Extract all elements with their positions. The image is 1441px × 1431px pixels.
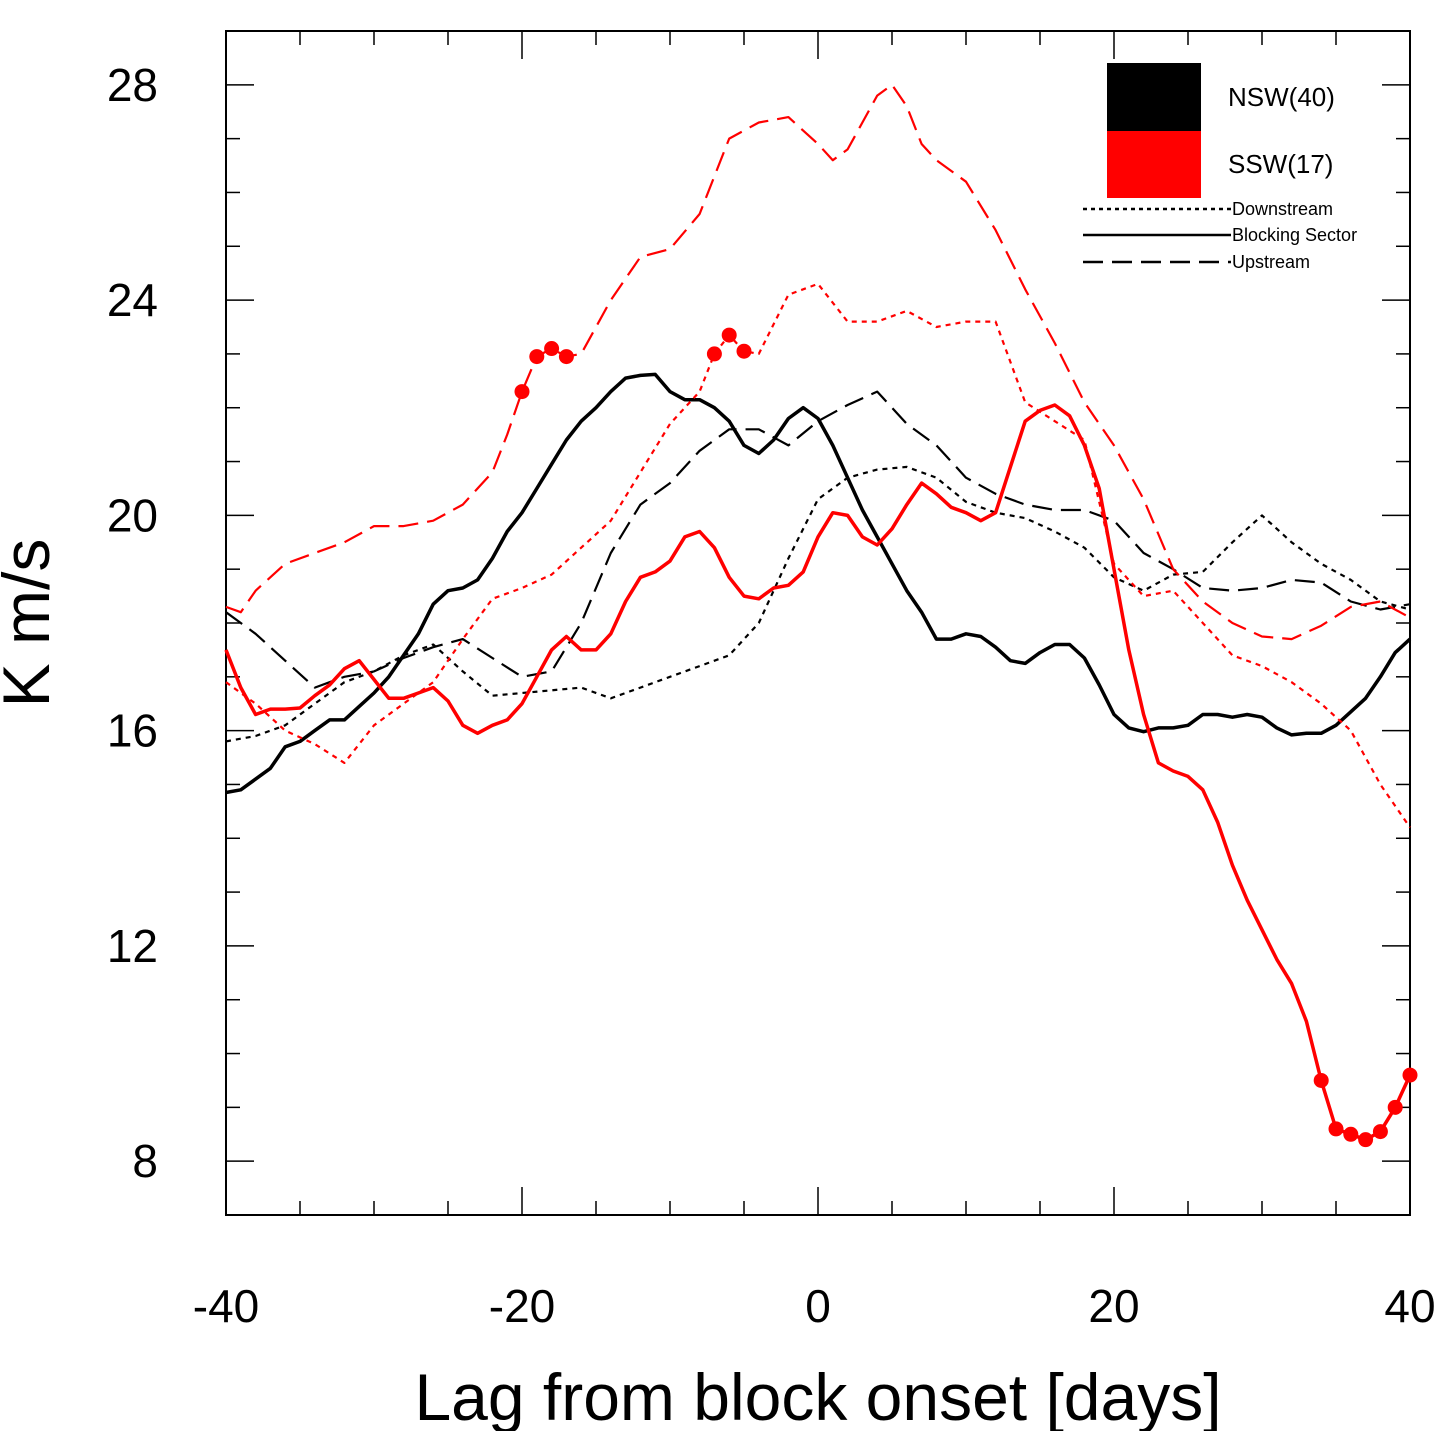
y-tick-label: 20 [107,489,158,541]
series-line-nsw-upstream [225,390,1411,689]
significance-marker [1328,1121,1344,1137]
significance-marker [1313,1072,1329,1088]
y-tick-label: 28 [107,59,158,111]
series-layer [224,83,1418,1148]
series-line-nsw-downstream [225,465,1411,743]
tick-labels: -40 -20 0 20 40 8 12 16 20 24 28 [107,59,1436,1332]
significance-marker [558,349,574,365]
significance-marker [544,341,560,357]
y-tick-label: 24 [107,274,158,326]
x-tick-label: 20 [1088,1280,1139,1332]
x-tick-label: -20 [489,1280,555,1332]
legend-swatch-ssw [1107,131,1201,198]
significance-marker [1387,1099,1403,1115]
significance-marker [1343,1126,1359,1142]
legend: NSW(40) SSW(17) Downstream Blocking Sect… [1083,63,1357,272]
significance-marker [1358,1132,1374,1148]
legend-label-ssw: SSW(17) [1228,149,1333,179]
legend-label-nsw: NSW(40) [1228,82,1335,112]
significance-marker [706,346,722,362]
x-tick-label: 40 [1384,1280,1435,1332]
legend-label-upstream: Upstream [1232,252,1310,272]
series-line-ssw-blocking-sector [224,403,1412,1142]
significance-marker [514,384,530,400]
y-axis-title: K m/s [0,539,63,708]
significance-marker [736,343,752,359]
y-tick-label: 8 [132,1135,158,1187]
x-axis-title: Lag from block onset [days] [414,1360,1221,1431]
legend-label-downstream: Downstream [1232,199,1333,219]
x-tick-label: -40 [193,1280,259,1332]
significance-marker [721,327,737,343]
series-line-nsw-blocking-sector [225,372,1412,795]
y-tick-label: 16 [107,705,158,757]
legend-label-blocking: Blocking Sector [1232,225,1357,245]
y-tick-label: 12 [107,920,158,972]
significance-marker [1402,1067,1418,1083]
series-line-ssw-downstream [225,282,1411,829]
legend-swatch-nsw [1107,63,1201,131]
axis-ticks [225,30,1411,1216]
series-line-ssw-upstream [225,83,1411,641]
x-tick-label: 0 [805,1280,831,1332]
significance-marker [529,349,545,365]
significance-marker [1372,1124,1388,1140]
